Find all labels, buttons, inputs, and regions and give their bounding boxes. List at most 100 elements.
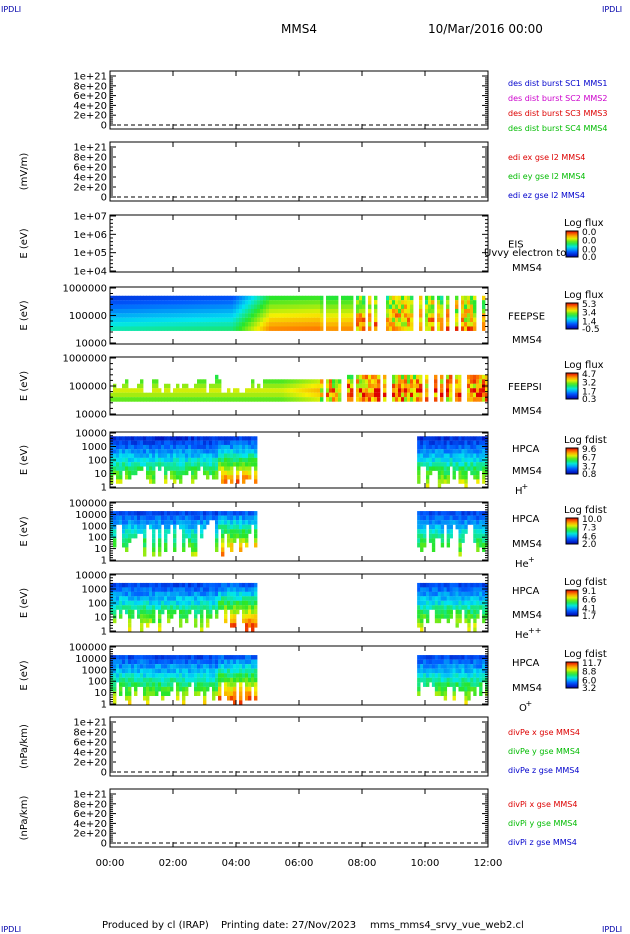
- hpca-hepp-ytick-label: 1: [101, 627, 107, 638]
- feepse-cell: [119, 313, 123, 318]
- hpca-hepp-cell: [464, 609, 468, 615]
- hpca-hepp-cell: [203, 596, 207, 601]
- hpca-hepp-cell: [137, 600, 141, 606]
- hpca-he-cell: [191, 515, 195, 521]
- feepsi-cell: [434, 388, 438, 393]
- hpca-he-cell: [203, 515, 207, 521]
- hpca-he-cell: [113, 515, 117, 521]
- hpca-hepp-cell: [428, 600, 433, 606]
- feepsi-cell: [470, 388, 474, 393]
- hpca-he-cell: [434, 511, 439, 516]
- hpca-hepp-cell: [417, 582, 421, 588]
- feepse-cell: [356, 295, 360, 301]
- feepsi-cell: [314, 383, 318, 389]
- hpca-h-cell: [248, 444, 252, 450]
- feepsi-cell: [272, 388, 276, 393]
- feepse-cell: [131, 317, 135, 323]
- hpca-hepp-cell: [437, 618, 442, 624]
- feepsi-cell: [413, 397, 417, 402]
- feepse-cell: [218, 326, 222, 331]
- hpca-h-cell: [224, 440, 228, 446]
- feepsi-cell: [482, 374, 486, 380]
- hpca-o-cell: [206, 677, 210, 683]
- hpca-hepp-cell: [173, 587, 177, 592]
- hpca-hepp-cell: [197, 609, 201, 615]
- hpca-hepp-cell: [212, 582, 216, 588]
- feepse-cell: [410, 322, 414, 327]
- hpca-h-cell: [417, 475, 421, 480]
- hpca-h-cell: [158, 453, 162, 458]
- feepsi-cell: [281, 379, 285, 384]
- hpca-o-cell: [146, 686, 150, 692]
- feepse-cell: [257, 304, 261, 310]
- hpca-he-cell: [191, 551, 195, 557]
- eis-colorbar-tick: 0.0: [582, 245, 597, 255]
- feepse-cell: [320, 300, 324, 305]
- feepse-cell: [359, 300, 363, 305]
- hpca-h-cell: [176, 444, 180, 450]
- hpca-o-cell: [158, 686, 162, 692]
- feepse-cell: [146, 326, 150, 331]
- feepsi-cell: [299, 383, 303, 389]
- hpca-h-cell: [173, 470, 177, 476]
- feepse-cell: [200, 308, 204, 314]
- hpca-hepp-cell: [443, 605, 448, 610]
- feepsi-cell: [314, 379, 318, 384]
- hpca-he-cell: [218, 520, 222, 525]
- feepsi-cell: [440, 397, 444, 402]
- feepse-cell: [245, 300, 249, 305]
- feepsi-cell: [377, 383, 381, 389]
- hpca-he-cell: [125, 547, 129, 552]
- hpca-hepp-cell: [461, 596, 465, 601]
- hpca-o-cell: [170, 682, 174, 687]
- hpca-o-cell: [125, 695, 129, 701]
- hpca-o-cell: [113, 691, 117, 696]
- hpca-hepp-cell: [197, 600, 201, 606]
- feepsi-cell: [299, 379, 303, 384]
- hpca-h-cell: [476, 475, 480, 480]
- des-dist-ytick-label: 0: [101, 121, 107, 132]
- hpca-he-cell: [167, 515, 171, 521]
- feepsi-cell: [332, 379, 336, 384]
- feepsi-cell: [410, 388, 414, 393]
- hpca-h-cell: [113, 470, 117, 476]
- feepse-cell: [305, 300, 309, 305]
- feepse-cell: [440, 304, 444, 310]
- feepse-cell: [209, 304, 213, 310]
- hpca-he-cell: [221, 520, 225, 525]
- feepsi-cell: [467, 388, 471, 393]
- hpca-o-cell: [254, 695, 258, 701]
- hpca-h-cell: [236, 457, 240, 463]
- feepse-cell: [152, 308, 156, 314]
- hpca-hepp-cell: [245, 623, 249, 628]
- hpca-hepp-cell: [452, 596, 456, 601]
- hpca-he-cell: [245, 524, 249, 530]
- feepse-cell: [221, 308, 225, 314]
- feepsi-cell: [347, 379, 351, 384]
- feepse-cell: [242, 295, 246, 301]
- hpca-o-cell: [113, 659, 117, 665]
- hpca-hepp-cell: [215, 582, 219, 588]
- hpca-h-cell: [191, 444, 195, 450]
- hpca-h-cell: [125, 453, 129, 458]
- hpca-o-cell: [233, 691, 237, 696]
- hpca-o-cell: [197, 677, 201, 683]
- hpca-o-cell: [140, 677, 144, 683]
- feepsi-cell: [227, 392, 231, 398]
- hpca-he-cell: [446, 529, 451, 534]
- hpca-o-cell: [461, 682, 465, 687]
- hpca-he-cell: [449, 529, 453, 534]
- hpca-o-cell: [236, 659, 240, 665]
- hpca-he-cell: [152, 511, 156, 516]
- feepsi-cell: [404, 397, 408, 402]
- hpca-he-cell: [440, 538, 445, 543]
- feepsi-cell: [329, 388, 333, 393]
- hpca-hepp-cell: [218, 591, 222, 597]
- feepse-cell: [344, 300, 348, 305]
- hpca-h-cell: [140, 436, 144, 441]
- hpca-h-cell: [482, 475, 486, 480]
- hpca-hepp-cell: [458, 618, 462, 624]
- hpca-he-cell: [128, 520, 132, 525]
- feepse-cell: [470, 313, 474, 318]
- hpca-o-cell: [245, 673, 249, 678]
